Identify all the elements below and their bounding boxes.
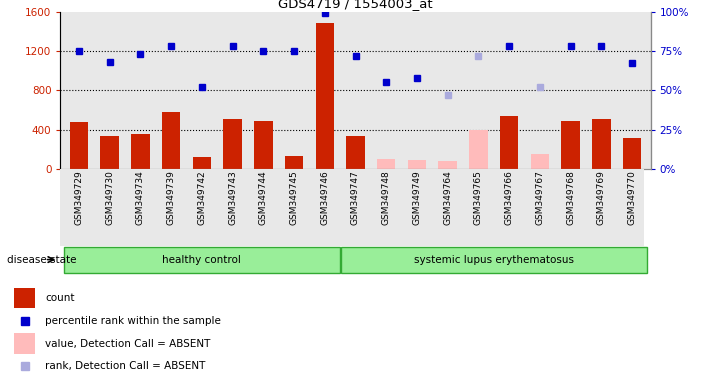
- Text: GSM349765: GSM349765: [474, 170, 483, 225]
- Bar: [254, 121, 272, 169]
- Bar: [592, 119, 611, 169]
- Bar: [223, 119, 242, 169]
- Bar: [14, 333, 35, 354]
- Bar: [193, 157, 211, 169]
- Bar: [162, 112, 181, 169]
- Text: GSM349743: GSM349743: [228, 170, 237, 225]
- Bar: [14, 288, 35, 308]
- Bar: [131, 134, 149, 169]
- Bar: [285, 156, 304, 169]
- Text: systemic lupus erythematosus: systemic lupus erythematosus: [414, 255, 574, 265]
- Text: healthy control: healthy control: [162, 255, 241, 265]
- Bar: [100, 136, 119, 169]
- Bar: [341, 247, 647, 273]
- Text: GSM349742: GSM349742: [198, 170, 206, 225]
- Text: GSM349747: GSM349747: [351, 170, 360, 225]
- Bar: [316, 23, 334, 169]
- Bar: [346, 136, 365, 169]
- Text: GSM349749: GSM349749: [412, 170, 422, 225]
- Bar: [70, 122, 88, 169]
- Text: GSM349767: GSM349767: [535, 170, 545, 225]
- Title: GDS4719 / 1554003_at: GDS4719 / 1554003_at: [278, 0, 433, 10]
- Text: GSM349768: GSM349768: [566, 170, 575, 225]
- Bar: [500, 116, 518, 169]
- Bar: [64, 247, 340, 273]
- Bar: [377, 159, 395, 169]
- Bar: [407, 160, 426, 169]
- Bar: [623, 139, 641, 169]
- Bar: [530, 154, 549, 169]
- Text: GSM349730: GSM349730: [105, 170, 114, 225]
- Text: rank, Detection Call = ABSENT: rank, Detection Call = ABSENT: [46, 361, 205, 371]
- Bar: [562, 121, 580, 169]
- Text: GSM349770: GSM349770: [628, 170, 636, 225]
- Text: GSM349729: GSM349729: [75, 170, 83, 225]
- Text: GSM349764: GSM349764: [443, 170, 452, 225]
- Text: disease state: disease state: [7, 255, 77, 265]
- Text: GSM349734: GSM349734: [136, 170, 145, 225]
- Text: GSM349745: GSM349745: [289, 170, 299, 225]
- Text: percentile rank within the sample: percentile rank within the sample: [46, 316, 221, 326]
- Text: GSM349766: GSM349766: [505, 170, 513, 225]
- Text: count: count: [46, 293, 75, 303]
- Text: value, Detection Call = ABSENT: value, Detection Call = ABSENT: [46, 339, 210, 349]
- Text: GSM349744: GSM349744: [259, 170, 268, 225]
- Bar: [469, 129, 488, 169]
- Text: GSM349769: GSM349769: [597, 170, 606, 225]
- Bar: [439, 161, 457, 169]
- Text: GSM349746: GSM349746: [320, 170, 329, 225]
- Text: GSM349739: GSM349739: [166, 170, 176, 225]
- Text: GSM349748: GSM349748: [382, 170, 391, 225]
